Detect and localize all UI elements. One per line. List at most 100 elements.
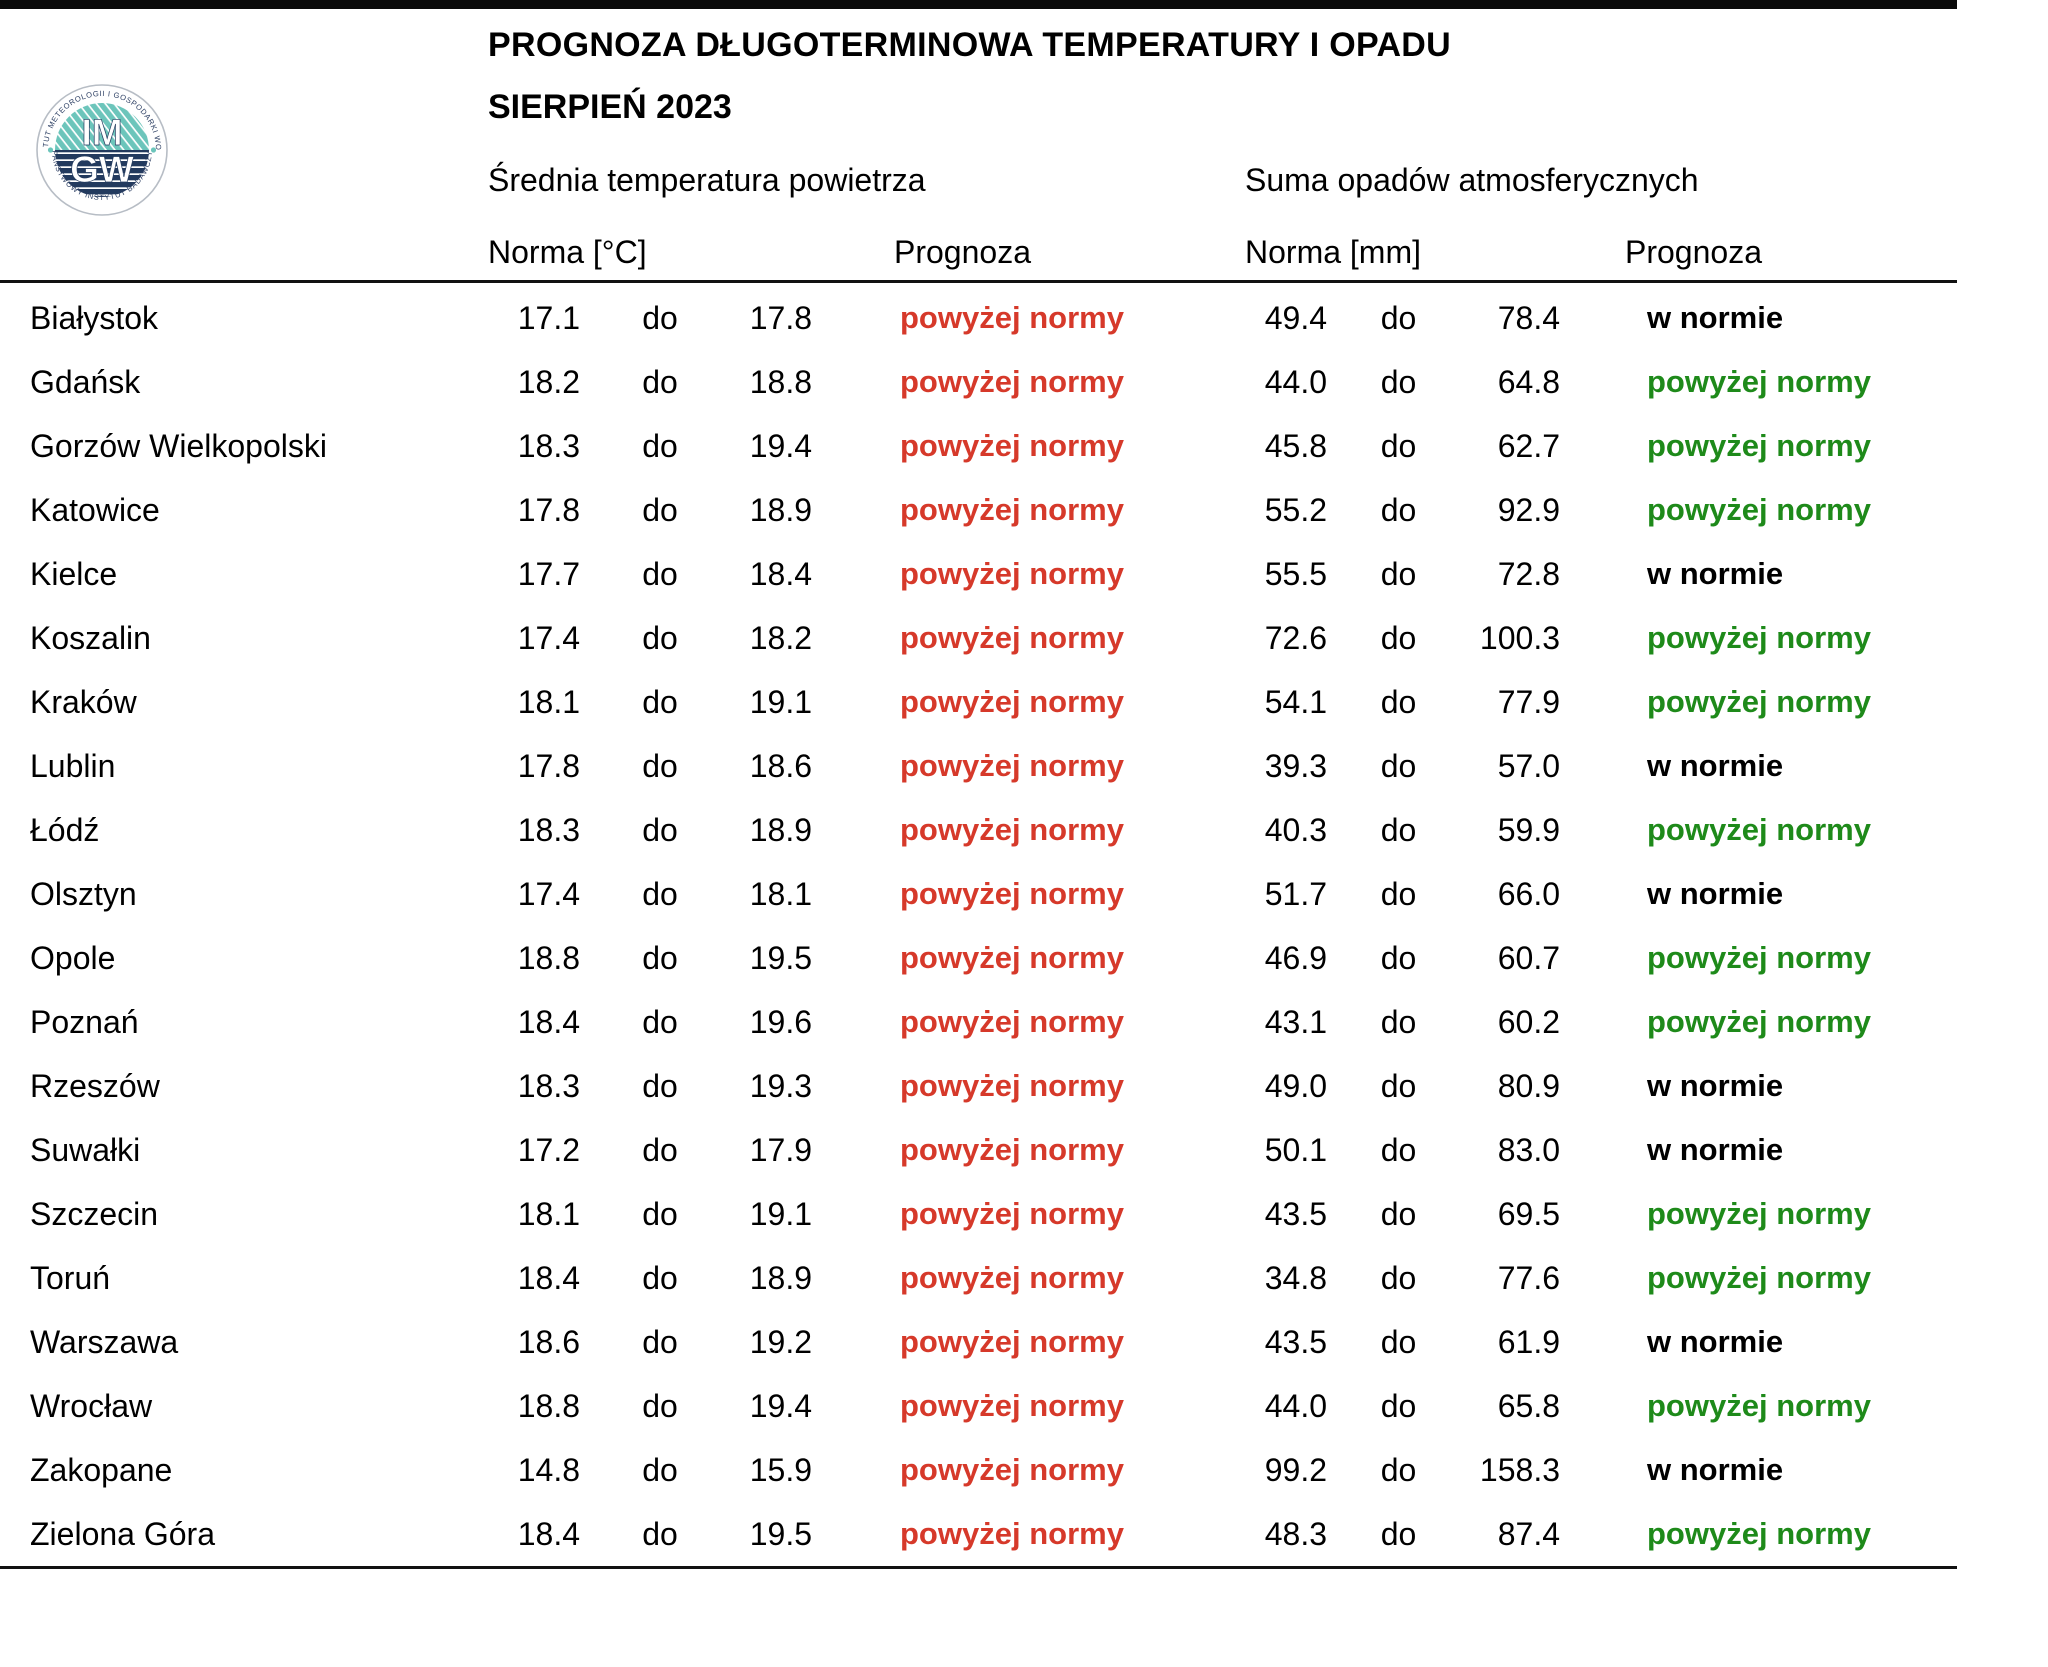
precip-forecast-value: w normie [1647, 1068, 1784, 1103]
precip-forecast-value: powyżej normy [1647, 1196, 1871, 1231]
spacer [1560, 670, 1647, 734]
logo-monogram-gw: GW [70, 149, 134, 190]
temp-range-separator: do [642, 364, 678, 400]
city-name: Katowice [30, 492, 160, 528]
temp-forecast-value: powyżej normy [900, 876, 1124, 911]
spacer [1560, 1246, 1647, 1310]
temp-norm-high: 19.5 [749, 940, 812, 976]
temp-range-separator: do [642, 940, 678, 976]
spacer [1560, 542, 1647, 606]
temp-forecast-value: powyżej normy [900, 684, 1124, 719]
precip-range-separator: do [1380, 1004, 1417, 1040]
table-row: Opole 18.8 do 19.5 powyżej normy 46.9 do… [0, 926, 1957, 990]
precip-norm-high: 77.9 [1497, 684, 1560, 720]
precip-forecast-value: powyżej normy [1647, 1260, 1871, 1295]
temp-norm-low: 17.2 [517, 1132, 580, 1168]
precip-norm-high: 92.9 [1497, 492, 1560, 528]
city-name: Olsztyn [30, 876, 137, 912]
temp-norm-high: 19.3 [749, 1068, 812, 1104]
spacer [812, 350, 900, 414]
header-separator-line [0, 280, 1957, 283]
precip-norm-high: 72.8 [1497, 556, 1560, 592]
precip-norm-high: 60.2 [1497, 1004, 1560, 1040]
temp-range-separator: do [642, 812, 678, 848]
temp-forecast-value: powyżej normy [900, 364, 1124, 399]
city-name: Zielona Góra [30, 1516, 215, 1552]
precip-norm-low: 45.8 [1264, 428, 1327, 464]
table-row: Gdańsk 18.2 do 18.8 powyżej normy 44.0 d… [0, 350, 1957, 414]
temp-norm-low: 18.8 [517, 940, 580, 976]
spacer [812, 1054, 900, 1118]
temp-norm-low: 18.3 [517, 1068, 580, 1104]
city-name: Gorzów Wielkopolski [30, 428, 327, 464]
temp-norm-low: 14.8 [517, 1452, 580, 1488]
city-name: Szczecin [30, 1196, 159, 1232]
table-row: Lublin 17.8 do 18.6 powyżej normy 39.3 d… [0, 734, 1957, 798]
spacer [812, 1246, 900, 1310]
table-row: Zielona Góra 18.4 do 19.5 powyżej normy … [0, 1502, 1957, 1566]
precip-norm-high: 65.8 [1497, 1388, 1560, 1424]
precip-range-separator: do [1380, 1324, 1417, 1360]
city-name: Poznań [30, 1004, 139, 1040]
city-name: Kielce [30, 556, 118, 592]
precip-forecast-value: powyżej normy [1647, 492, 1871, 527]
spacer [1560, 862, 1647, 926]
temp-norm-high: 15.9 [749, 1452, 812, 1488]
section-label-precipitation: Suma opadów atmosferycznych [1245, 162, 1699, 198]
precip-forecast-value: w normie [1647, 1452, 1784, 1487]
temp-forecast-value: powyżej normy [900, 428, 1124, 463]
temp-norm-high: 19.1 [749, 1196, 812, 1232]
precip-range-separator: do [1380, 684, 1417, 720]
forecast-month: SIERPIEŃ 2023 [488, 88, 732, 126]
precip-norm-low: 39.3 [1264, 748, 1327, 784]
city-name: Gdańsk [30, 364, 141, 400]
precip-norm-low: 40.3 [1264, 812, 1327, 848]
spacer [812, 606, 900, 670]
spacer [1560, 1182, 1647, 1246]
precip-range-separator: do [1380, 364, 1417, 400]
table-row: Kraków 18.1 do 19.1 powyżej normy 54.1 d… [0, 670, 1957, 734]
spacer [1560, 1054, 1647, 1118]
precip-norm-low: 43.5 [1264, 1196, 1327, 1232]
temp-forecast-value: powyżej normy [900, 1132, 1124, 1167]
temp-norm-low: 18.2 [517, 364, 580, 400]
spacer [1560, 1374, 1647, 1438]
table-row: Toruń 18.4 do 18.9 powyżej normy 34.8 do… [0, 1246, 1957, 1310]
table-row: Poznań 18.4 do 19.6 powyżej normy 43.1 d… [0, 990, 1957, 1054]
precip-norm-high: 61.9 [1497, 1324, 1560, 1360]
temp-norm-high: 18.8 [749, 364, 812, 400]
temp-forecast-value: powyżej normy [900, 1324, 1124, 1359]
table-row: Wrocław 18.8 do 19.4 powyżej normy 44.0 … [0, 1374, 1957, 1438]
temp-forecast-value: powyżej normy [900, 1196, 1124, 1231]
precip-forecast-value: powyżej normy [1647, 1388, 1871, 1423]
table-row: Białystok 17.1 do 17.8 powyżej normy 49.… [0, 286, 1957, 350]
temp-norm-low: 18.4 [517, 1004, 580, 1040]
spacer [812, 798, 900, 862]
column-header-precip-norm: Norma [mm] [1245, 234, 1421, 270]
temp-norm-low: 17.4 [517, 876, 580, 912]
spacer [812, 1310, 900, 1374]
precip-norm-low: 50.1 [1264, 1132, 1327, 1168]
precip-forecast-value: powyżej normy [1647, 364, 1871, 399]
table-row: Szczecin 18.1 do 19.1 powyżej normy 43.5… [0, 1182, 1957, 1246]
temp-range-separator: do [642, 748, 678, 784]
spacer [1560, 1118, 1647, 1182]
temp-norm-low: 18.1 [517, 684, 580, 720]
precip-norm-low: 55.5 [1264, 556, 1327, 592]
temp-range-separator: do [642, 1068, 678, 1104]
logo-left-dot [47, 147, 54, 153]
precip-forecast-value: w normie [1647, 876, 1784, 911]
precip-range-separator: do [1380, 1260, 1417, 1296]
temp-range-separator: do [642, 1516, 678, 1552]
table-row: Olsztyn 17.4 do 18.1 powyżej normy 51.7 … [0, 862, 1957, 926]
temp-forecast-value: powyżej normy [900, 812, 1124, 847]
temp-range-separator: do [642, 1452, 678, 1488]
precip-range-separator: do [1380, 1516, 1417, 1552]
precip-norm-high: 83.0 [1497, 1132, 1560, 1168]
precip-range-separator: do [1380, 492, 1417, 528]
temp-forecast-value: powyżej normy [900, 492, 1124, 527]
column-header-precip-forecast: Prognoza [1625, 234, 1762, 270]
city-name: Kraków [30, 684, 137, 720]
temp-norm-low: 18.3 [517, 812, 580, 848]
